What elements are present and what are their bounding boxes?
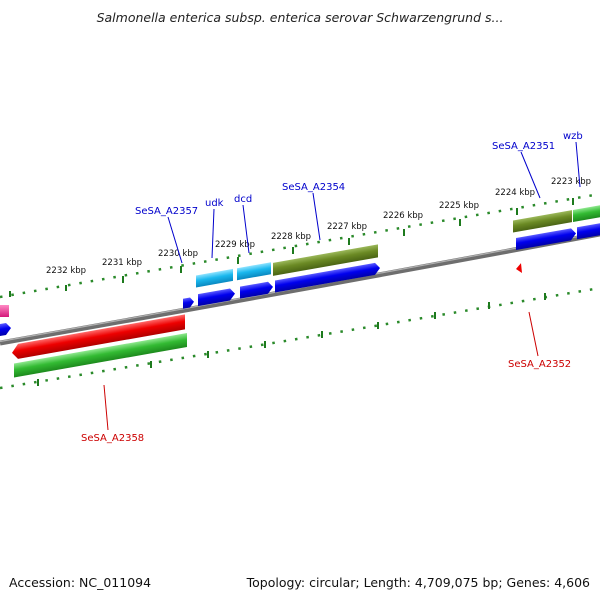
gene-label-SeSA_A2357[interactable]: SeSA_A2357 [135, 206, 198, 217]
tick-label: 2229 kbp [215, 240, 255, 250]
cds-arrow[interactable] [198, 288, 235, 307]
pink-feature[interactable] [0, 305, 9, 317]
gene-label-SeSA_A2354[interactable]: SeSA_A2354 [282, 182, 345, 193]
tick-label: 2223 kbp [551, 177, 591, 187]
genome-summary-text: Topology: circular; Length: 4,709,075 bp… [246, 575, 590, 590]
feature-row-blue [0, 222, 600, 337]
gene-dcd-feature[interactable] [237, 262, 271, 281]
gene-label-SeSA_A2358[interactable]: SeSA_A2358 [81, 433, 144, 444]
gene-wzb-feature[interactable] [573, 204, 600, 222]
genome-backbone [0, 231, 600, 346]
cds-arrow[interactable] [275, 262, 380, 293]
gene-udk-feature[interactable] [196, 268, 233, 288]
tick-label: 2231 kbp [102, 258, 142, 268]
feature-row-upper-outer [196, 204, 600, 288]
accession-text: Accession: NC_011094 [9, 575, 152, 590]
gene-label-SeSA_A2351[interactable]: SeSA_A2351 [492, 141, 555, 152]
lower-major-ticks [37, 293, 546, 386]
gene-SeSA_A2352-feature[interactable] [516, 263, 522, 274]
cds-arrow[interactable] [0, 322, 11, 337]
cds-arrow[interactable] [240, 281, 273, 299]
tick-label: 2224 kbp [495, 188, 535, 198]
gene-label-udk[interactable]: udk [205, 198, 224, 209]
feature-row-lower [12, 263, 522, 378]
gene-SeSA_A2358-red-feature[interactable] [12, 314, 185, 360]
upper-major-ticks [9, 198, 574, 297]
lower-leader-lines [103, 311, 539, 431]
tick-label: 2227 kbp [327, 222, 367, 232]
tick-label: 2228 kbp [271, 232, 311, 242]
cds-arrow[interactable] [577, 222, 600, 240]
gene-SeSA_A2351-feature[interactable] [513, 210, 572, 233]
upper-leader-lines [167, 141, 581, 264]
tick-label: 2225 kbp [439, 201, 479, 211]
page-title: Salmonella enterica subsp. enterica sero… [96, 10, 504, 25]
gene-SeSA_A2358-feature[interactable] [14, 333, 187, 378]
cds-arrow[interactable] [183, 297, 194, 309]
gene-SeSA_A2354-feature[interactable] [273, 244, 378, 276]
tick-label: 2230 kbp [158, 249, 198, 259]
cds-arrow[interactable] [516, 227, 576, 251]
gene-label-wzb[interactable]: wzb [563, 131, 583, 142]
tick-label: 2226 kbp [383, 211, 423, 221]
tick-label: 2232 kbp [46, 266, 86, 276]
gene-label-dcd[interactable]: dcd [234, 194, 252, 205]
gene-label-SeSA_A2352[interactable]: SeSA_A2352 [508, 359, 571, 370]
